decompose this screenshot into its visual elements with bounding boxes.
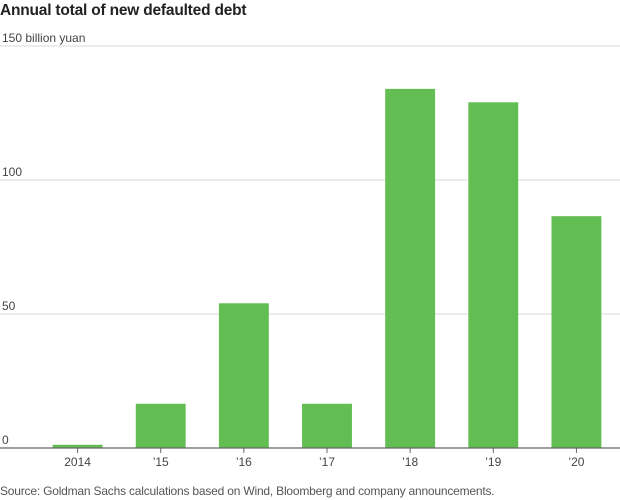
source-note: Source: Goldman Sachs calculations based… (0, 484, 495, 498)
bar-3 (218, 303, 269, 448)
bar-6 (468, 102, 519, 448)
x-tick-label: ’16 (236, 455, 252, 469)
bar-5 (385, 88, 436, 448)
x-tick-label: ’19 (485, 455, 501, 469)
y-tick-label: 50 (2, 299, 16, 313)
bar-chart: 0 50 100 150 billion yuan 2014 ’15 ’16 ’17 ’18 ’1… (0, 31, 620, 469)
bar-4 (302, 403, 352, 448)
y-tick-label: 0 (2, 433, 9, 447)
bar-2 (135, 403, 186, 448)
bar-1 (52, 444, 103, 448)
x-tick-label: ’17 (319, 455, 335, 469)
x-tick-label: ’15 (153, 455, 169, 469)
x-tick-label: ’20 (568, 455, 584, 469)
y-tick-label: 150 billion yuan (2, 31, 85, 45)
x-tick-label: 2014 (64, 455, 91, 469)
y-tick-label: 100 (2, 165, 22, 179)
chart-title: Annual total of new defaulted debt (0, 2, 247, 19)
x-tick-label: ’18 (402, 455, 418, 469)
bar-7 (551, 216, 602, 448)
